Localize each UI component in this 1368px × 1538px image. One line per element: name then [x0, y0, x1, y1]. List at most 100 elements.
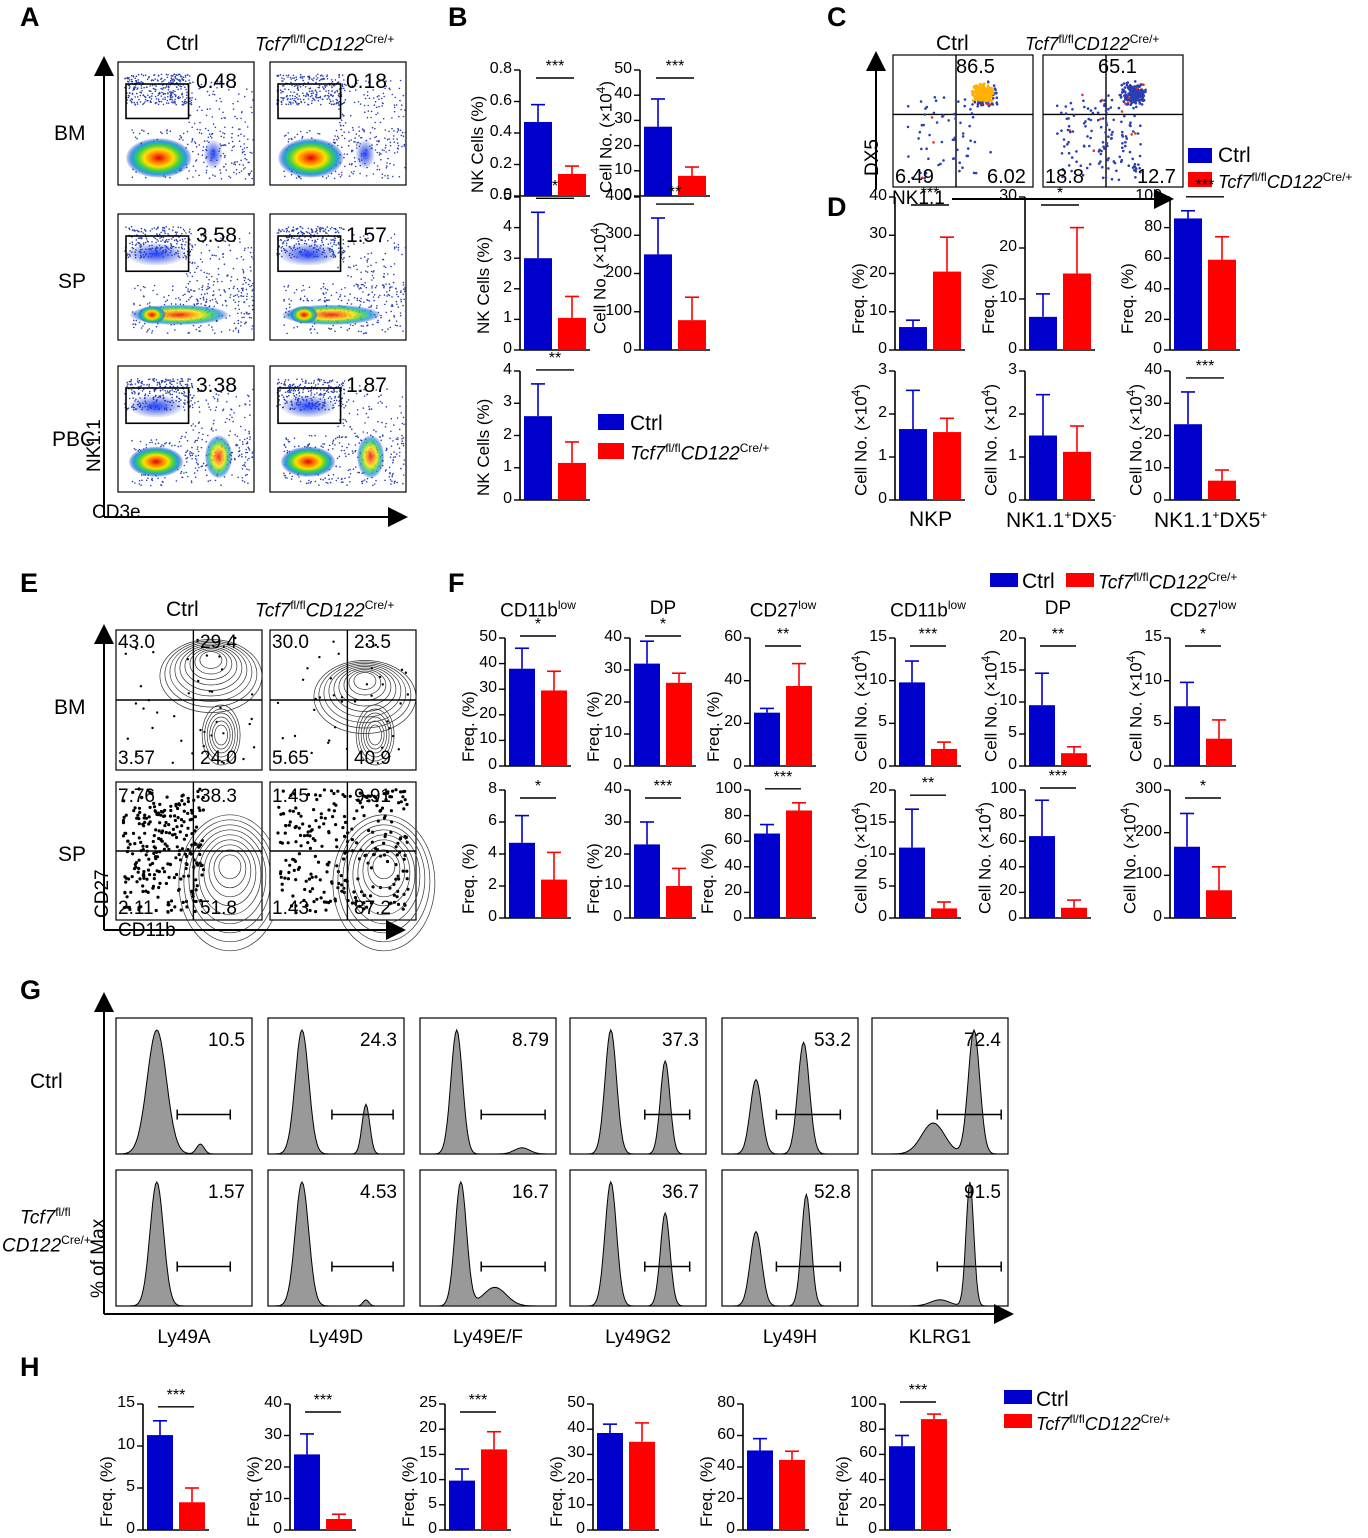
event-dot [163, 303, 166, 306]
event-dot [300, 101, 303, 104]
event-dot [299, 86, 302, 88]
event-dot [212, 93, 214, 96]
event-dot [388, 138, 391, 140]
event-dot [310, 228, 313, 230]
event-dot [238, 447, 241, 449]
event-dot [285, 227, 288, 230]
event-dot [359, 304, 362, 306]
event-dot [149, 441, 151, 444]
event-dot [381, 149, 384, 151]
event-dot [194, 467, 197, 469]
event-dot [148, 392, 151, 395]
event-dot [134, 391, 136, 394]
event-dot [986, 80, 990, 83]
event-dot [180, 380, 182, 383]
event-dot [143, 322, 146, 325]
event-dot [375, 261, 377, 264]
event-dot [175, 297, 177, 300]
event-dot [179, 96, 181, 99]
event-dot [919, 100, 923, 103]
event-dot [214, 126, 217, 129]
event-dot [348, 255, 351, 258]
event-dot [343, 820, 348, 825]
event-dot [1099, 117, 1102, 121]
event-dot [963, 98, 967, 101]
event-dot [327, 474, 330, 477]
event-dot [293, 292, 296, 294]
event-dot [1086, 107, 1090, 110]
event-dot [208, 273, 210, 275]
event-dot [384, 331, 387, 333]
event-dot [135, 239, 138, 241]
event-dot [1066, 128, 1070, 132]
event-dot [313, 379, 316, 382]
event-dot [204, 293, 206, 295]
event-dot [229, 249, 232, 252]
event-dot [185, 471, 188, 474]
event-dot [165, 844, 169, 848]
event-dot [328, 327, 330, 330]
event-dot [205, 654, 209, 657]
event-dot [367, 416, 370, 419]
event-dot [392, 175, 394, 178]
event-dot [156, 293, 158, 296]
event-dot [969, 108, 972, 111]
event-dot [239, 145, 242, 148]
event-dot [249, 279, 251, 282]
event-dot [317, 383, 320, 385]
event-dot [1104, 109, 1108, 112]
event-dot [397, 144, 400, 147]
event-dot [351, 149, 354, 152]
event-dot [299, 98, 302, 101]
event-dot [155, 233, 158, 235]
event-dot [244, 456, 247, 458]
event-dot [230, 408, 232, 410]
event-dot [947, 119, 950, 122]
event-dot [303, 75, 305, 78]
event-dot [322, 443, 324, 445]
event-dot [355, 165, 357, 168]
event-dot [1138, 92, 1141, 95]
event-dot [140, 385, 143, 387]
event-dot [379, 400, 382, 403]
event-dot [145, 479, 148, 482]
event-dot [404, 139, 407, 142]
event-dot [185, 94, 188, 96]
event-dot [175, 825, 179, 829]
event-dot [326, 77, 329, 80]
event-dot [133, 326, 135, 329]
event-dot [208, 133, 211, 135]
event-dot [127, 383, 129, 386]
event-dot [196, 459, 198, 461]
event-dot [313, 708, 316, 712]
event-dot [148, 873, 152, 877]
event-dot [174, 835, 179, 840]
event-dot [981, 101, 984, 104]
event-dot [163, 229, 166, 232]
event-dot [246, 437, 248, 440]
event-dot [359, 103, 362, 105]
event-dot [402, 293, 404, 296]
event-dot [151, 441, 153, 444]
event-dot [139, 101, 142, 103]
event-dot [390, 453, 393, 456]
event-dot [340, 299, 343, 302]
event-dot [188, 818, 192, 822]
event-dot [172, 380, 174, 383]
event-dot [1067, 124, 1071, 128]
event-dot [178, 441, 181, 443]
event-dot [238, 237, 241, 240]
event-dot [215, 429, 217, 431]
event-dot [164, 232, 166, 235]
event-dot [165, 379, 168, 382]
event-dot [1142, 90, 1146, 93]
event-dot [1133, 80, 1137, 83]
event-dot [210, 275, 213, 278]
event-dot [402, 284, 405, 286]
event-dot [315, 78, 318, 81]
event-dot [308, 76, 311, 78]
event-dot [287, 226, 290, 228]
event-dot [251, 111, 253, 114]
event-dot [343, 388, 345, 391]
event-dot [307, 103, 309, 106]
